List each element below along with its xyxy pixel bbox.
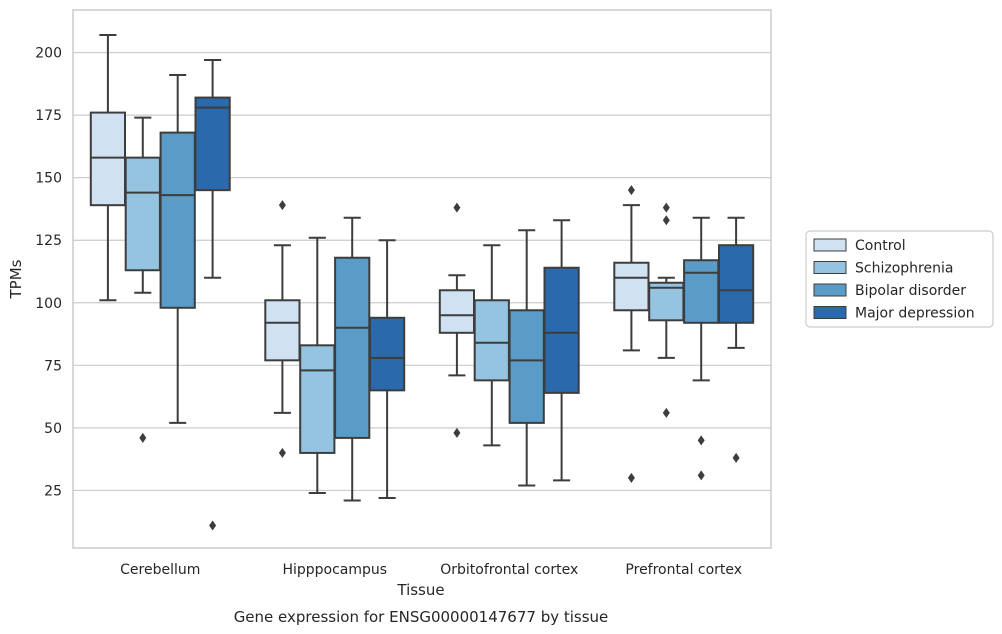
y-tick-label: 25 [44, 483, 62, 499]
box-bipolar-disorder [683, 216, 720, 481]
outlier-point [662, 202, 670, 213]
box-major-depression [543, 219, 580, 482]
box-iqr [717, 244, 755, 324]
outlier-point [697, 470, 705, 481]
box-iqr [473, 299, 510, 382]
box-schizophrenia [299, 236, 336, 494]
plot-area [72, 9, 772, 549]
y-axis-ticks: 25 50 75 100 125 150 175 200 [35, 46, 62, 500]
box-schizophrenia [648, 202, 685, 418]
outlier-point [278, 447, 286, 458]
box-iqr [264, 299, 301, 362]
box-major-depression [368, 239, 406, 499]
legend-label: Schizophrenia [855, 261, 953, 277]
legend-swatch [813, 238, 847, 252]
box-iqr [613, 261, 650, 312]
outlier-point [209, 520, 217, 531]
box-iqr [159, 131, 196, 309]
box-control [89, 34, 127, 302]
outlier-point [453, 202, 461, 213]
y-tick-label: 175 [35, 108, 62, 124]
box-bipolar-disorder [508, 229, 545, 487]
chart-caption: Gene expression for ENSG00000147677 by t… [234, 608, 609, 626]
box-schizophrenia [124, 116, 161, 443]
y-tick-label: 50 [44, 421, 62, 437]
x-tick-label: Cerebellum [120, 562, 200, 578]
x-axis-ticks: Cerebellum Hipppocampus Orbitofrontal cort… [120, 562, 742, 578]
legend-label: Control [855, 238, 906, 254]
outlier-point [278, 200, 286, 211]
outlier-point [697, 435, 705, 446]
outlier-point [732, 452, 740, 463]
y-tick-label: 150 [35, 171, 62, 187]
box-control [264, 200, 301, 458]
y-tick-label: 125 [35, 233, 62, 249]
x-tick-label: Hipppocampus [282, 562, 387, 578]
legend-swatch [813, 306, 847, 319]
legend-label: Major depression [855, 306, 975, 322]
box-iqr [438, 289, 476, 334]
box-iqr [368, 316, 406, 392]
legend-swatch [813, 261, 847, 274]
outlier-point [453, 427, 461, 438]
box-iqr [543, 266, 580, 394]
box-control [438, 202, 476, 438]
outlier-point [662, 215, 670, 226]
box-major-depression [717, 216, 755, 463]
box-control [613, 185, 650, 483]
box-iqr [89, 111, 127, 207]
legend: Control Schizophrenia Bipolar disorder Majo… [805, 230, 994, 328]
box-iqr [299, 344, 336, 454]
y-tick-label: 200 [35, 46, 62, 62]
outlier-point [627, 185, 635, 196]
plot-frame [72, 9, 772, 549]
box-bipolar-disorder [159, 74, 196, 424]
x-tick-label: Orbitofrontal cortex [440, 562, 578, 578]
outlier-point [662, 407, 670, 418]
box-iqr [648, 281, 685, 322]
outlier-point [627, 472, 635, 483]
box-major-depression [194, 59, 231, 531]
legend-label: Bipolar disorder [855, 283, 966, 299]
box-iqr [124, 156, 161, 272]
legend-swatch [813, 283, 847, 297]
y-tick-label: 75 [44, 358, 62, 374]
outlier-point [139, 432, 147, 443]
box-iqr [334, 256, 371, 439]
x-axis-label: Tissue [396, 581, 444, 599]
x-tick-label: Prefrontal cortex [625, 562, 742, 578]
legend-frame [805, 230, 994, 328]
box-bipolar-disorder [334, 216, 371, 502]
box-iqr [508, 309, 545, 424]
y-tick-label: 100 [35, 296, 62, 312]
y-axis-label: TPMs [7, 259, 25, 299]
box-iqr [683, 259, 720, 324]
box-iqr [194, 96, 231, 192]
